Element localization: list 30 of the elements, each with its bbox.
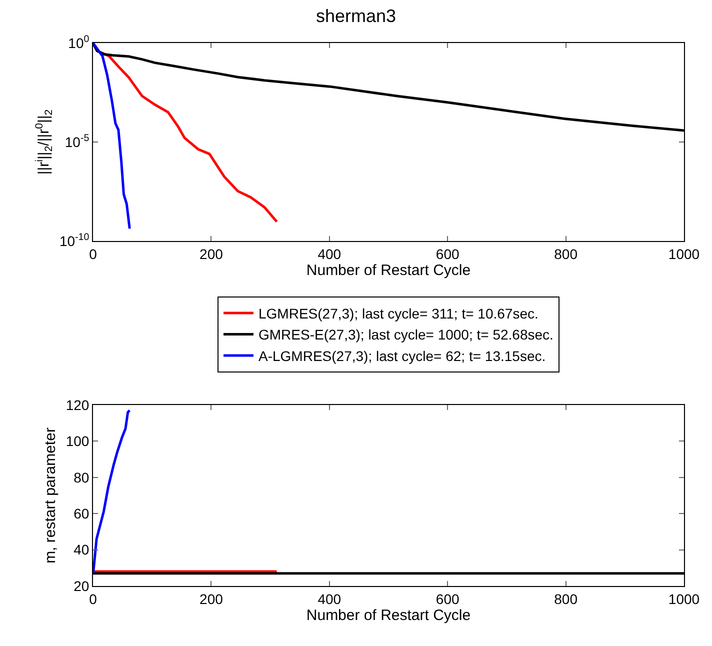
x-tick-label: 200 (200, 246, 224, 262)
y-tick-label: 10$^{0}$ (68, 34, 90, 51)
y-tick-label: 60 (74, 506, 90, 522)
x-tick-label: 1000 (668, 246, 700, 262)
y-tick-label: 40 (74, 542, 90, 558)
legend-label: A-LGMRES(27,3); last cycle= 62; t= 13.15sec. (258, 348, 546, 364)
chart-title: sherman3 (316, 6, 396, 26)
x-tick-label: 800 (554, 590, 578, 607)
y-tick-label: 10$^{-5}$ (64, 133, 90, 150)
line-series (93, 409, 131, 575)
legend-label: GMRES-E(27,3); last cycle= 1000; t= 52.68sec. (258, 326, 554, 343)
x-tick-label: 600 (436, 590, 460, 607)
x-tick-label: 400 (318, 246, 342, 262)
x-axis-title: Number of Restart Cycle (306, 606, 471, 624)
y-tick-label: 10$^{-10}$ (59, 232, 90, 249)
x-tick-label: 1000 (668, 590, 700, 607)
x-tick-label: 200 (200, 590, 224, 607)
x-tick-label: 400 (318, 590, 342, 607)
legend-label: LGMRES(27,3); last cycle= 311; t= 10.67sec. (258, 306, 538, 322)
y-axis-title: m, restart parameter (42, 428, 60, 564)
x-axis-title: Number of Restart Cycle (306, 262, 471, 279)
line-series (93, 43, 131, 230)
x-tick-label: 600 (436, 246, 460, 262)
x-tick-label: 800 (554, 246, 578, 262)
x-tick-label: 0 (89, 590, 98, 607)
y-tick-label: 20 (74, 578, 90, 594)
y-tick-label: 100 (66, 433, 90, 450)
y-tick-label: 80 (74, 469, 90, 486)
y-tick-label: 120 (66, 396, 90, 413)
x-tick-label: 0 (89, 246, 98, 262)
